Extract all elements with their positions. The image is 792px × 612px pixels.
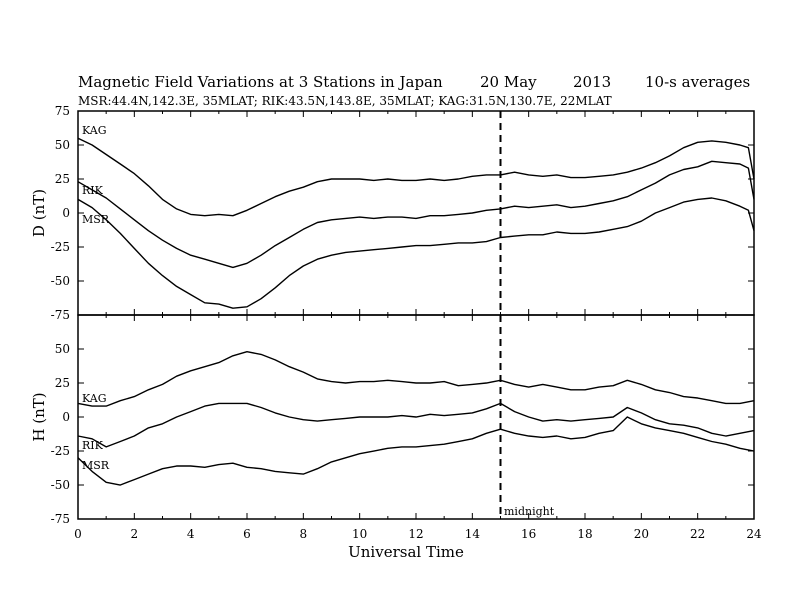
xtick-label: 12 <box>408 527 423 541</box>
h-series-kag-line <box>77 351 755 407</box>
xtick-label: 8 <box>300 527 308 541</box>
xtick-label: 18 <box>577 527 592 541</box>
xtick-label: 22 <box>690 527 705 541</box>
d-ytick-label: 25 <box>55 172 70 186</box>
chart-averaging: 10-s averages <box>645 73 750 91</box>
xtick-label: 4 <box>187 527 195 541</box>
h-series-rik-label: RIK <box>82 439 104 452</box>
d-series-rik-label: RIK <box>82 184 104 197</box>
d-series-msr-label: MSR <box>82 213 110 226</box>
h-axis-title: H (nT) <box>30 392 48 441</box>
d-component-panel: 75 50 25 0 -25 -50 -75 D (nT) KAG RIK MSR <box>30 104 755 322</box>
h-ytick-label: -25 <box>51 444 70 458</box>
x-axis-title: Universal Time <box>348 543 464 561</box>
station-info: MSR:44.4N,142.3E, 35MLAT; RIK:43.5N,143.… <box>78 94 612 108</box>
h-ytick-label: 25 <box>55 376 70 390</box>
xtick-label: 24 <box>746 527 762 541</box>
xtick-label: 16 <box>521 527 536 541</box>
xtick-label: 6 <box>243 527 251 541</box>
chart-date: 20 May <box>480 73 537 91</box>
d-ytick-label: 0 <box>62 206 70 220</box>
chart-year: 2013 <box>573 73 611 91</box>
d-plot-frame <box>77 110 755 316</box>
h-series-rik-line <box>77 402 755 448</box>
chart-title: Magnetic Field Variations at 3 Stations … <box>78 73 443 91</box>
h-ytick-label: 50 <box>55 342 70 356</box>
d-ytick-label: 50 <box>55 138 70 152</box>
d-ytick-label: -75 <box>51 308 70 322</box>
xtick-label: 14 <box>465 527 481 541</box>
d-ytick-label: -50 <box>51 274 70 288</box>
h-ytick-label: -50 <box>51 478 70 492</box>
d-series-rik-line <box>77 160 755 269</box>
h-series-msr-label: MSR <box>82 459 110 472</box>
d-ytick-label: 75 <box>55 104 70 118</box>
xtick-label: 20 <box>634 527 649 541</box>
h-ytick-label: 0 <box>62 410 70 424</box>
xtick-label: 2 <box>131 527 139 541</box>
h-ytick-label: -75 <box>51 512 70 526</box>
d-axis-title: D (nT) <box>30 189 48 237</box>
xtick-label: 10 <box>352 527 367 541</box>
h-series-kag-label: KAG <box>82 392 107 405</box>
d-ytick-label: -25 <box>51 240 70 254</box>
d-series-kag-label: KAG <box>82 124 107 137</box>
xtick-label: 0 <box>74 527 82 541</box>
midnight-label: midnight <box>504 505 555 518</box>
d-series-kag-line <box>77 137 755 217</box>
h-series-msr-line <box>77 416 755 486</box>
d-series-msr-line <box>77 197 755 309</box>
